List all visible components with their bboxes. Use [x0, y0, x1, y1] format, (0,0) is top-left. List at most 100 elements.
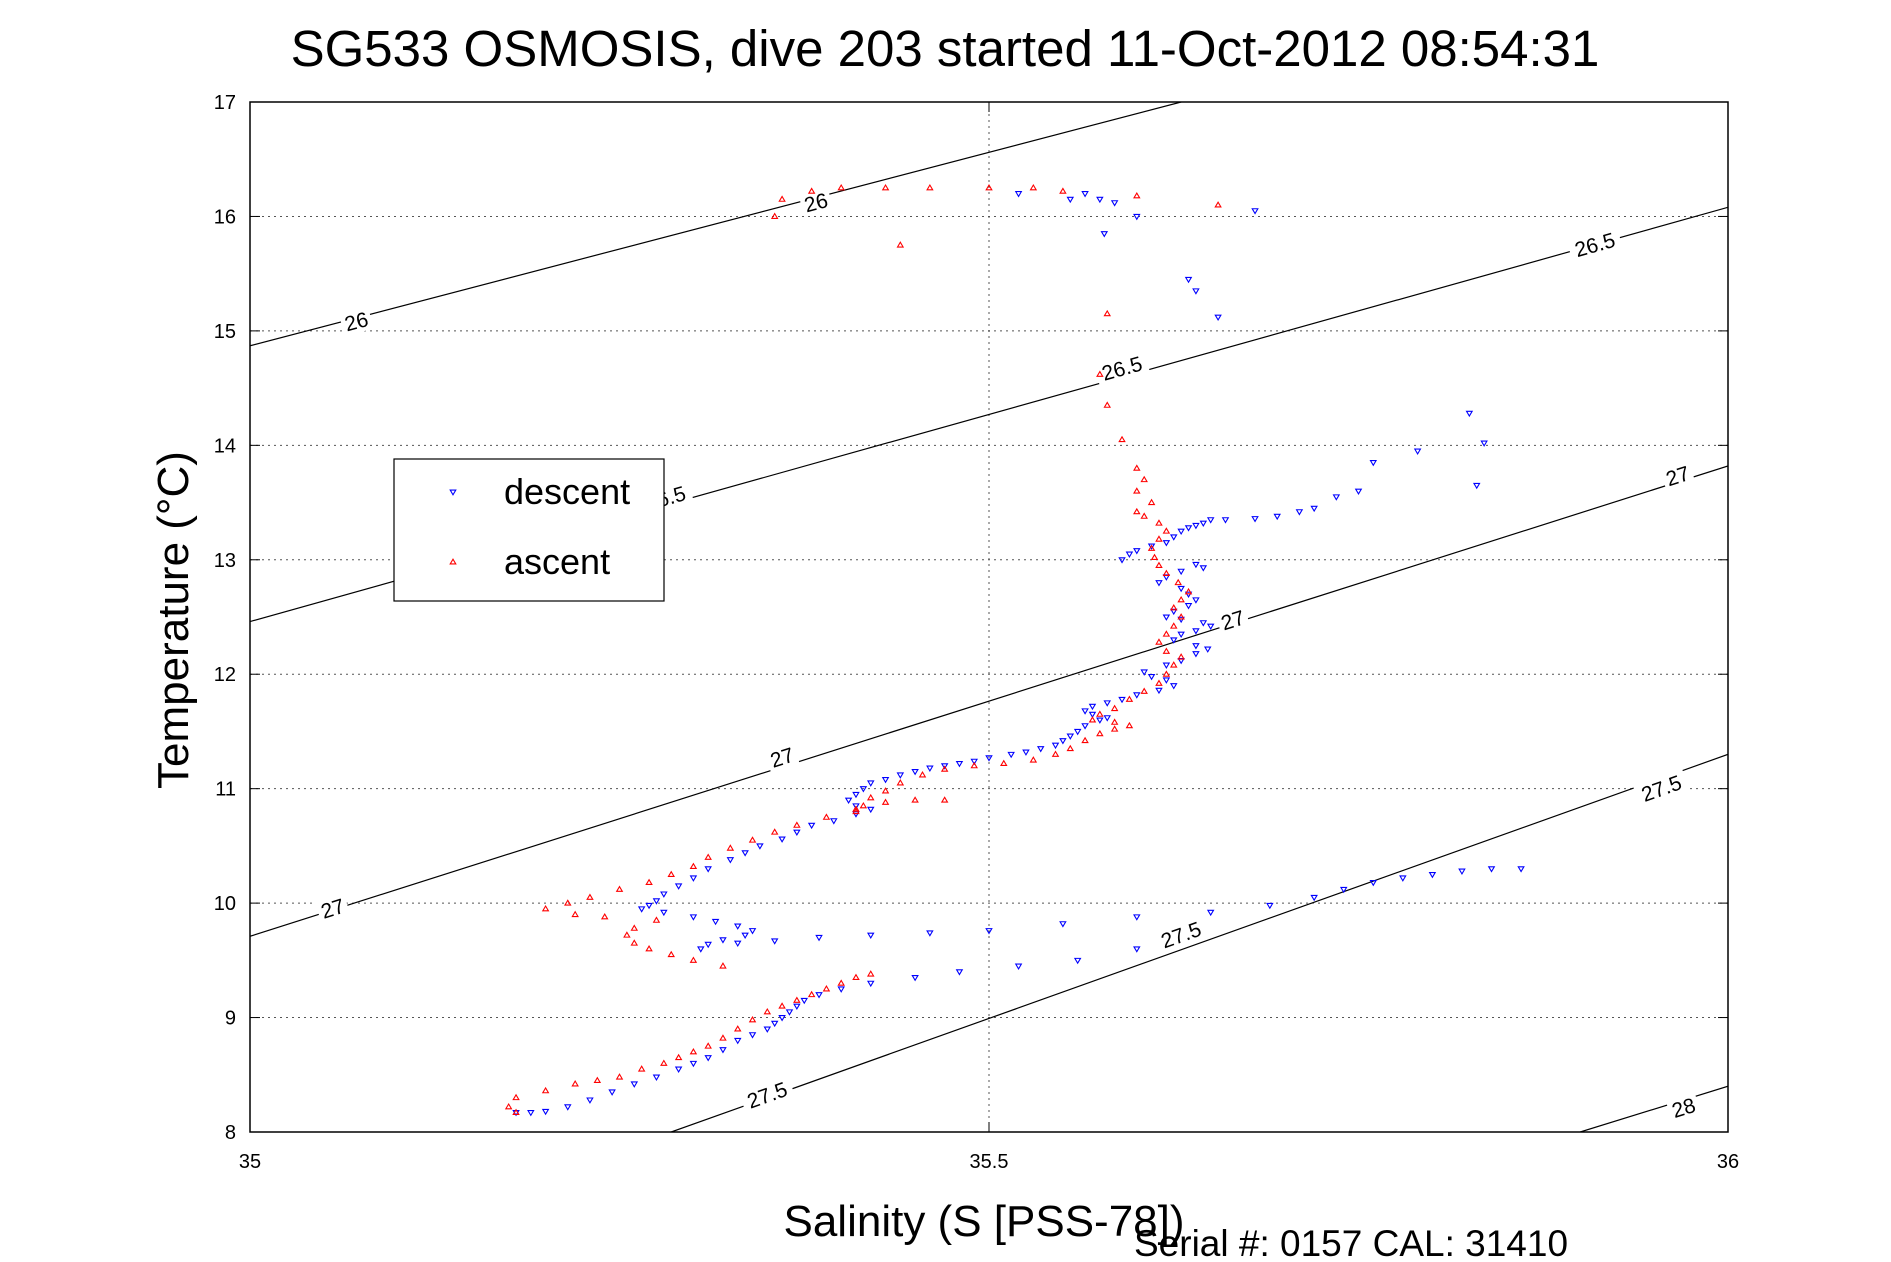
- ascent-point: [822, 813, 831, 820]
- descent-point: [1339, 886, 1348, 894]
- ascent-point: [512, 1093, 520, 1101]
- descent-point: [1310, 505, 1318, 513]
- descent-point: [1177, 616, 1185, 624]
- legend-label-ascent: ascent: [504, 541, 610, 582]
- descent-point: [1192, 643, 1200, 650]
- descent-point: [1051, 742, 1060, 750]
- y-tick-label: 12: [214, 664, 236, 686]
- descent-point: [704, 866, 712, 873]
- ascent-point: [637, 1065, 646, 1072]
- contour-label-group: 28: [1665, 1091, 1702, 1123]
- descent-point: [785, 1009, 794, 1016]
- descent-point: [1184, 525, 1193, 532]
- ascent-point: [1169, 603, 1178, 611]
- descent-point: [955, 969, 964, 976]
- descent-point: [1081, 723, 1089, 730]
- descent-point: [1073, 728, 1082, 736]
- ascent-point: [719, 962, 727, 969]
- descent-point: [926, 765, 934, 772]
- ascent-point: [1110, 725, 1119, 732]
- descent-point: [1066, 733, 1075, 740]
- ascent-point: [1103, 401, 1112, 408]
- descent-point: [1162, 614, 1171, 621]
- ascent-point: [726, 844, 735, 851]
- contour-label-bg: [1093, 349, 1151, 387]
- ascent-point: [1133, 191, 1141, 199]
- ascent-point: [1169, 661, 1178, 668]
- descent-point: [1096, 717, 1104, 724]
- descent-point: [859, 786, 868, 793]
- ascent-point: [1000, 759, 1008, 766]
- ascent-point: [1110, 704, 1119, 712]
- x-tick-label: 36: [1717, 1151, 1739, 1173]
- descent-point: [1203, 646, 1212, 653]
- descent-point: [940, 763, 949, 770]
- descent-point: [741, 850, 749, 857]
- ascent-point: [512, 1108, 520, 1116]
- descent-point: [1177, 568, 1185, 576]
- x-tick-label: 35: [239, 1151, 261, 1173]
- ascent-point: [1066, 744, 1075, 752]
- descent-point: [1155, 687, 1163, 695]
- ascent-point: [689, 1048, 698, 1055]
- descent-point: [815, 934, 823, 942]
- descent-point: [852, 803, 860, 810]
- ascent-point: [852, 805, 860, 812]
- descent-point: [586, 1097, 594, 1104]
- legend-entries: descent ascent: [449, 471, 630, 582]
- descent-point: [541, 1108, 550, 1116]
- ascent-point: [504, 1102, 513, 1110]
- descent-point: [1517, 866, 1525, 873]
- ascent-point: [667, 870, 675, 878]
- x-axis-label: Salinity (S [PSS-78]): [783, 1197, 1184, 1246]
- descent-point: [852, 811, 860, 818]
- descent-point: [652, 1074, 661, 1081]
- ascent-point: [1155, 535, 1163, 542]
- descent-point: [1295, 509, 1304, 516]
- y-tick-label: 14: [214, 435, 236, 457]
- descent-point: [1199, 620, 1208, 627]
- contour-line-26: [250, 102, 1182, 347]
- ascent-point: [1155, 519, 1163, 526]
- descent-point: [1199, 565, 1208, 572]
- ascent-point: [859, 801, 868, 809]
- contour-label: 26: [802, 189, 830, 217]
- ascent-point: [541, 1086, 550, 1094]
- descent-point: [1177, 585, 1185, 593]
- descent-point: [1251, 208, 1259, 215]
- ascent-point: [970, 761, 978, 769]
- contour-label-group: 27: [314, 891, 351, 924]
- ascent-point: [1162, 630, 1171, 637]
- descent-point: [1103, 715, 1112, 722]
- legend-label-descent: descent: [504, 471, 630, 512]
- ascent-point: [1133, 487, 1141, 494]
- descent-point: [1169, 534, 1178, 541]
- ascent-point: [866, 970, 875, 977]
- descent-point: [564, 1104, 572, 1111]
- descent-point: [1133, 946, 1141, 953]
- ascent-point: [674, 1053, 683, 1061]
- ascent-point: [645, 945, 653, 952]
- descent-point: [637, 906, 646, 913]
- ascent-point: [719, 1034, 727, 1041]
- descent-point: [1310, 894, 1318, 902]
- grid: [250, 102, 1728, 1132]
- ascent-point: [586, 893, 594, 900]
- descent-point: [1184, 276, 1193, 284]
- descent-point: [1354, 488, 1363, 495]
- descent-point: [1096, 196, 1104, 204]
- ascent-point: [881, 183, 890, 191]
- contour-label-group: 26: [798, 186, 834, 217]
- ascent-point: [1177, 653, 1185, 660]
- descent-point: [807, 822, 816, 830]
- ascent-point: [926, 183, 934, 191]
- y-tick-label: 11: [215, 779, 236, 801]
- ascent-point: [689, 956, 698, 963]
- descent-point: [1369, 459, 1378, 467]
- descent-point: [1014, 191, 1023, 198]
- descent-point: [985, 755, 993, 762]
- legend-marker-descent: [449, 489, 457, 496]
- descent-point: [733, 940, 742, 948]
- descent-point: [800, 997, 809, 1005]
